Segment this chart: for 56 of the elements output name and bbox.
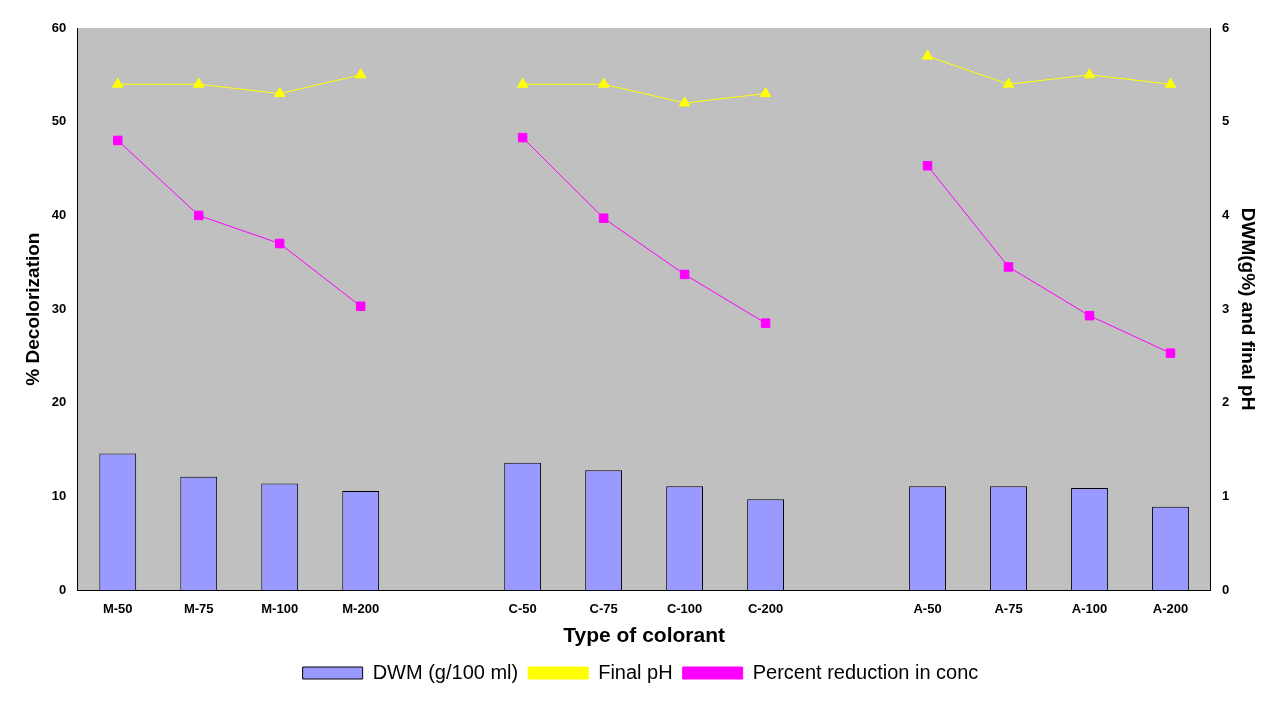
point [678, 96, 691, 107]
point [274, 87, 286, 98]
point [516, 77, 529, 88]
x-tick-label: C-50 [508, 600, 537, 616]
x-tick-label: A-75 [994, 600, 1023, 616]
point [598, 213, 609, 223]
point [113, 135, 123, 146]
x-tick-label: A-200 [1152, 600, 1189, 616]
point [679, 269, 690, 280]
y-axis-title: % Decolorization [21, 232, 43, 386]
point [759, 87, 772, 98]
y-tick-label: 40 [51, 206, 67, 222]
point [760, 318, 771, 328]
point [1002, 77, 1015, 88]
x-tick-label: M-100 [261, 600, 299, 616]
point [1003, 262, 1014, 272]
x-tick-label: C-100 [666, 600, 703, 616]
point [921, 49, 934, 60]
y2-tick-label: 5 [1221, 113, 1230, 129]
point [1164, 77, 1177, 88]
y-tick-label: 10 [51, 488, 67, 504]
point [355, 301, 366, 312]
point [517, 132, 528, 143]
point [112, 77, 124, 88]
y2-tick-label: 2 [1221, 394, 1230, 410]
legend-label: Percent reduction in conc [752, 660, 979, 683]
x-axis-title: Type of colorant [563, 623, 726, 647]
point [354, 68, 367, 79]
y-tick-label: 0 [59, 581, 67, 597]
point [1165, 348, 1176, 358]
point [1084, 310, 1095, 321]
y2-axis-title: DWM(g%) and final pH [1238, 207, 1260, 411]
point [274, 238, 285, 249]
legend-label: Final pH [598, 660, 673, 683]
y2-tick-label: 3 [1221, 300, 1230, 316]
y2-tick-label: 0 [1221, 581, 1230, 597]
x-tick-label: C-200 [747, 600, 784, 616]
x-tick-label: C-75 [589, 600, 618, 616]
x-tick-label: A-50 [913, 600, 942, 616]
x-tick-label: M-200 [342, 600, 380, 616]
y2-tick-label: 1 [1221, 488, 1230, 504]
y-tick-label: 60 [51, 19, 67, 35]
point [193, 77, 205, 88]
point [922, 161, 933, 171]
x-tick-label: A-100 [1071, 600, 1108, 616]
y-tick-label: 30 [51, 300, 67, 316]
point [597, 77, 610, 88]
y-tick-label: 20 [51, 394, 67, 410]
legend-label: DWM (g/100 ml) [372, 660, 519, 683]
y2-tick-label: 6 [1221, 19, 1230, 35]
x-tick-label: M-50 [102, 600, 133, 616]
point [1083, 68, 1096, 79]
point [193, 210, 204, 221]
x-tick-label: M-75 [183, 600, 214, 616]
y2-tick-label: 4 [1221, 206, 1230, 222]
y-tick-label: 50 [51, 113, 67, 129]
